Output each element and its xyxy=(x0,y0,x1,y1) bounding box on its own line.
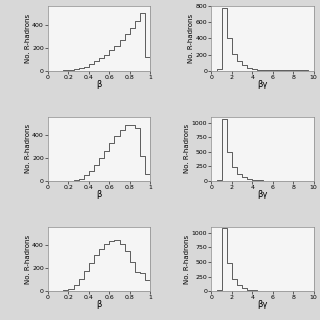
Y-axis label: No. R-hadrons: No. R-hadrons xyxy=(25,14,31,63)
X-axis label: βγ: βγ xyxy=(257,80,268,89)
Y-axis label: No. R-hadrons: No. R-hadrons xyxy=(188,14,194,63)
X-axis label: β: β xyxy=(96,300,102,309)
Y-axis label: No. R-hadrons: No. R-hadrons xyxy=(25,235,31,284)
X-axis label: β: β xyxy=(96,80,102,89)
Y-axis label: No. R-hadrons: No. R-hadrons xyxy=(184,235,190,284)
X-axis label: β: β xyxy=(96,190,102,199)
X-axis label: βγ: βγ xyxy=(257,190,268,199)
Y-axis label: No. R-hadrons: No. R-hadrons xyxy=(184,124,190,173)
X-axis label: βγ: βγ xyxy=(257,300,268,309)
Y-axis label: No. R-hadrons: No. R-hadrons xyxy=(25,124,31,173)
